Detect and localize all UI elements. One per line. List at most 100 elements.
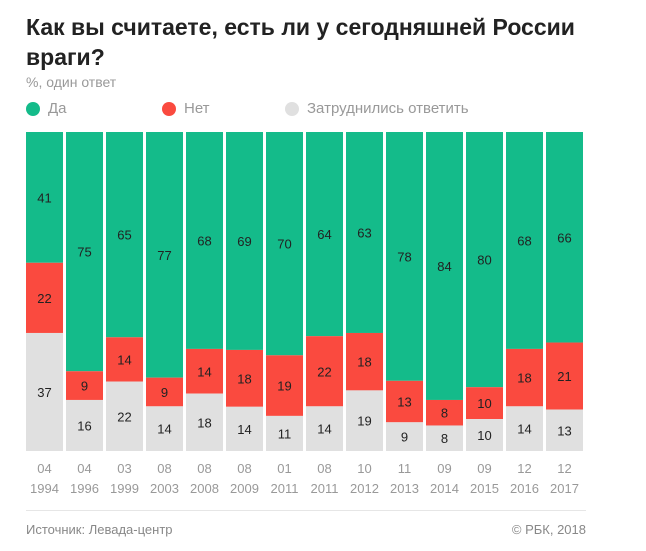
x-tick-label: 2014 bbox=[430, 481, 459, 496]
data-label-yes: 84 bbox=[437, 259, 451, 274]
data-label-unsure: 11 bbox=[278, 426, 292, 441]
data-label-no: 18 bbox=[517, 371, 531, 386]
bar-segment-yes bbox=[26, 132, 63, 263]
bar-segment-unsure bbox=[266, 415, 303, 451]
bar-segment-no bbox=[426, 399, 463, 426]
data-label-unsure: 14 bbox=[317, 422, 331, 437]
legend-label: Да bbox=[48, 100, 67, 117]
bar-segment-yes bbox=[106, 132, 143, 338]
bar-segment-no bbox=[186, 348, 223, 394]
bar-segment-no bbox=[226, 349, 263, 407]
x-tick-label: 1999 bbox=[110, 481, 139, 496]
data-label-unsure: 14 bbox=[237, 422, 251, 437]
x-tick-label: 04 bbox=[77, 461, 91, 476]
data-label-no: 22 bbox=[37, 291, 51, 306]
data-label-unsure: 14 bbox=[517, 422, 531, 437]
legend-swatch-yes bbox=[26, 101, 40, 116]
bar-segment-no bbox=[346, 332, 383, 391]
x-tick-label: 2015 bbox=[470, 481, 499, 496]
x-tick-label: 2012 bbox=[350, 481, 379, 496]
x-tick-label: 12 bbox=[517, 461, 531, 476]
bar-segment-unsure bbox=[386, 422, 423, 451]
data-label-yes: 80 bbox=[477, 253, 491, 268]
bar-segment-no bbox=[506, 348, 543, 407]
bar-segment-yes bbox=[186, 132, 223, 349]
bar-segment-unsure bbox=[466, 419, 503, 451]
chart-subtitle: %, один ответ bbox=[26, 74, 117, 90]
data-label-no: 13 bbox=[397, 395, 411, 410]
x-tick-label: 2013 bbox=[390, 481, 419, 496]
data-label-unsure: 10 bbox=[477, 428, 491, 443]
x-tick-label: 03 bbox=[117, 461, 131, 476]
data-label-no: 19 bbox=[277, 379, 291, 394]
data-label-unsure: 9 bbox=[401, 430, 408, 445]
data-label-unsure: 18 bbox=[197, 415, 211, 430]
x-tick-label: 1994 bbox=[30, 481, 59, 496]
x-tick-label: 2009 bbox=[230, 481, 259, 496]
x-tick-label: 2003 bbox=[150, 481, 179, 496]
bar-segment-yes bbox=[346, 132, 383, 333]
bar-segment-no bbox=[306, 336, 343, 407]
bar-segment-no bbox=[466, 387, 503, 420]
copyright: © РБК, 2018 bbox=[511, 522, 586, 537]
bar-segment-yes bbox=[266, 132, 303, 356]
legend-label: Затруднились ответить bbox=[307, 100, 469, 117]
data-label-unsure: 19 bbox=[357, 414, 371, 429]
chart-title: Как вы считаете, есть ли у сегодняшней Р… bbox=[26, 14, 575, 70]
bar-segment-no bbox=[546, 342, 583, 410]
data-label-yes: 65 bbox=[117, 228, 131, 243]
bar-segment-unsure bbox=[66, 399, 103, 451]
bar-segment-yes bbox=[546, 132, 583, 343]
bar-segment-yes bbox=[66, 132, 103, 372]
data-label-yes: 63 bbox=[357, 225, 371, 240]
data-label-no: 8 bbox=[441, 406, 448, 421]
bar-segment-yes bbox=[226, 132, 263, 350]
data-label-yes: 78 bbox=[397, 249, 411, 264]
data-label-no: 22 bbox=[317, 364, 331, 379]
bar-segment-unsure bbox=[546, 409, 583, 451]
data-label-no: 14 bbox=[117, 352, 131, 367]
source-note: Источник: Левада-центр bbox=[26, 522, 173, 537]
x-tick-label: 2011 bbox=[271, 481, 299, 496]
bar-segment-yes bbox=[306, 132, 343, 337]
data-label-no: 21 bbox=[557, 369, 571, 384]
data-label-yes: 70 bbox=[277, 237, 291, 252]
x-tick-label: 10 bbox=[357, 461, 371, 476]
legend-label: Нет bbox=[184, 100, 210, 117]
x-tick-label: 2016 bbox=[510, 481, 539, 496]
bar-segment-no bbox=[106, 337, 143, 382]
data-label-no: 18 bbox=[237, 371, 251, 386]
data-label-yes: 77 bbox=[157, 248, 171, 263]
bar-segment-yes bbox=[386, 132, 423, 381]
data-label-no: 18 bbox=[357, 355, 371, 370]
legend-swatch-unsure bbox=[285, 101, 299, 116]
legend-item-unsure: Затруднились ответить bbox=[285, 100, 469, 117]
x-tick-label: 09 bbox=[477, 461, 491, 476]
x-tick-label: 09 bbox=[437, 461, 451, 476]
data-label-no: 10 bbox=[477, 396, 491, 411]
bar-segment-unsure bbox=[346, 390, 383, 451]
x-tick-label: 2017 bbox=[550, 481, 579, 496]
data-label-unsure: 13 bbox=[557, 423, 571, 438]
bar-segment-no bbox=[146, 377, 183, 407]
bar-segment-unsure bbox=[426, 425, 463, 451]
bar-segment-unsure bbox=[26, 332, 63, 451]
x-tick-label: 11 bbox=[398, 461, 412, 476]
data-label-yes: 68 bbox=[197, 233, 211, 248]
data-label-yes: 69 bbox=[237, 234, 251, 249]
x-tick-label: 1996 bbox=[70, 481, 99, 496]
bar-segment-unsure bbox=[146, 406, 183, 451]
data-label-no: 9 bbox=[161, 385, 168, 400]
x-tick-label: 08 bbox=[237, 461, 251, 476]
bar-segment-unsure bbox=[106, 381, 143, 451]
footer-divider bbox=[26, 510, 586, 511]
legend-item-no: Нет bbox=[162, 100, 210, 117]
bar-segment-no bbox=[386, 380, 423, 423]
bar-segment-yes bbox=[466, 132, 503, 388]
x-tick-label: 01 bbox=[277, 461, 291, 476]
x-tick-label: 08 bbox=[157, 461, 171, 476]
bar-segment-no bbox=[26, 262, 63, 333]
bar-segment-yes bbox=[146, 132, 183, 378]
legend-item-yes: Да bbox=[26, 100, 67, 117]
